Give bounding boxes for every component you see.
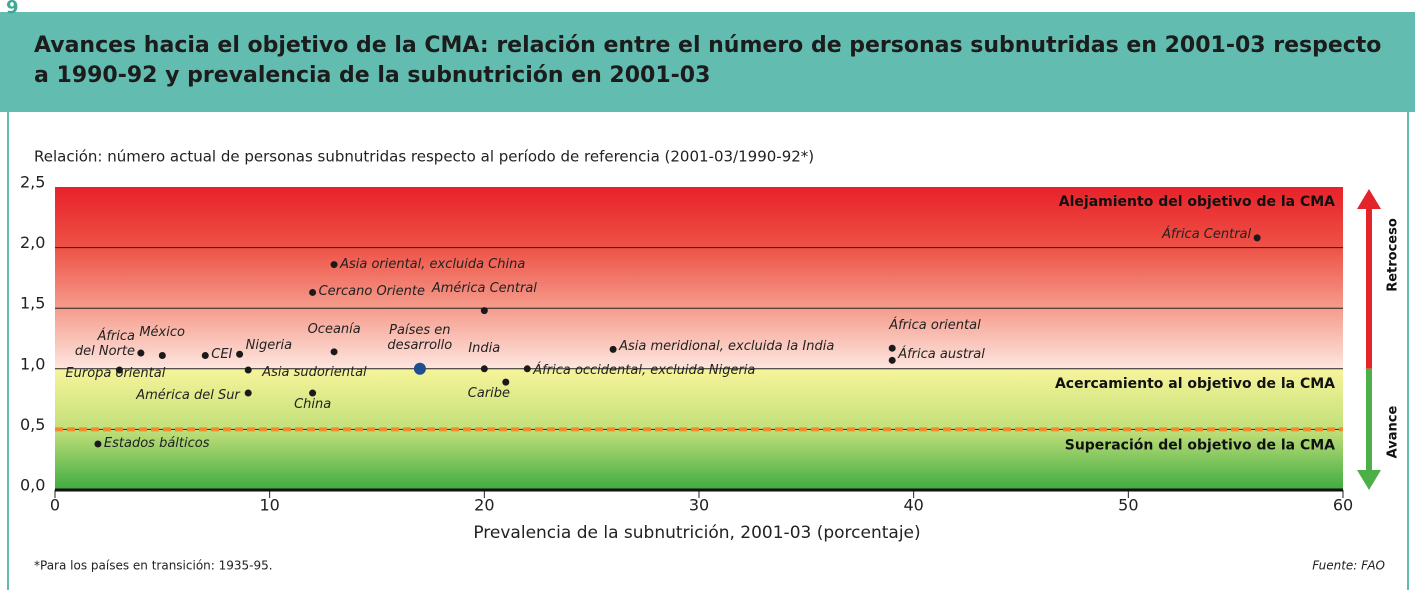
point: [158, 351, 166, 359]
plot-background: [55, 187, 1343, 490]
point: [502, 378, 510, 386]
point: [480, 307, 488, 315]
point-label: África occidental, excluida Nigeria: [533, 362, 756, 378]
point: [201, 351, 209, 359]
y-tick-label: 1,0: [20, 354, 45, 373]
point-label: América Central: [431, 280, 537, 296]
point-label: India: [468, 340, 501, 356]
x-tick-label: 40: [903, 496, 923, 515]
point-label: África austral: [898, 347, 985, 363]
x-tick-label: 10: [259, 496, 279, 515]
y-tick-label: 1,5: [20, 294, 45, 313]
x-tick-label: 0: [50, 496, 60, 515]
point: [888, 344, 896, 352]
point-label: África oriental: [889, 318, 981, 334]
y-axis-label: Relación: número actual de personas subn…: [34, 148, 814, 166]
point-label: China: [294, 397, 332, 413]
x-axis-label: Prevalencia de la subnutrición, 2001-03 …: [473, 523, 920, 543]
y-tick-label: 2,5: [20, 173, 45, 192]
point: [480, 365, 488, 373]
x-tick-label: 50: [1118, 496, 1138, 515]
point-label: África Central: [1162, 226, 1252, 242]
arrow-up: [1357, 189, 1381, 369]
source: Fuente: FAO: [1312, 559, 1385, 573]
point: [236, 350, 244, 358]
footnote: *Para los países en transición: 1935-95.: [34, 559, 273, 573]
x-tick-label: 60: [1333, 496, 1353, 515]
point-label: América del Sur: [136, 388, 240, 404]
y-tick-label: 0,0: [20, 476, 45, 495]
zone-label: Acercamiento al objetivo de la CMA: [1055, 376, 1335, 392]
figure-number: 9: [6, 0, 19, 18]
point: [309, 389, 317, 397]
highlight-point: [413, 362, 426, 375]
point: [137, 349, 145, 357]
point: [115, 366, 123, 374]
point-label: Europa oriental: [65, 366, 166, 381]
y-tick-label: 2,0: [20, 233, 45, 252]
point-label: Países en desarrollo: [387, 322, 453, 353]
point: [244, 389, 252, 397]
point: [1253, 234, 1261, 242]
point-label: Estados bálticos: [103, 435, 210, 451]
point-label: CEI: [211, 347, 233, 363]
point: [244, 366, 252, 374]
point-label: Caribe: [467, 386, 511, 402]
point-label: Asia meridional, excluida la India: [619, 339, 835, 355]
header: [0, 12, 1415, 112]
point: [888, 356, 896, 364]
point-label: Nigeria: [245, 338, 293, 354]
arrow-label: Avance: [1386, 406, 1401, 459]
point: [309, 288, 317, 296]
arrow-label: Retroceso: [1386, 218, 1401, 292]
point-label: África del Norte: [74, 329, 135, 360]
point: [330, 261, 338, 269]
point: [523, 365, 531, 373]
point: [94, 440, 102, 448]
x-tick-label: 30: [689, 496, 709, 515]
point: [330, 348, 338, 356]
arrow-down: [1357, 368, 1381, 490]
zone-label: Alejamiento del objetivo de la CMA: [1059, 194, 1335, 210]
point-label: Oceanía: [307, 321, 361, 337]
point: [609, 345, 617, 353]
point-label: Cercano Oriente: [318, 284, 425, 300]
x-tick-label: 20: [474, 496, 494, 515]
point-label: México: [139, 325, 185, 341]
chart-title: Avances hacia el objetivo de la CMA: rel…: [34, 33, 1382, 88]
point-label: Asia oriental, excluida China: [340, 256, 526, 272]
y-tick-label: 0,5: [20, 415, 45, 434]
point-label: Asia sudoriental: [262, 365, 367, 380]
zone-label: Superación del objetivo de la CMA: [1065, 437, 1335, 453]
